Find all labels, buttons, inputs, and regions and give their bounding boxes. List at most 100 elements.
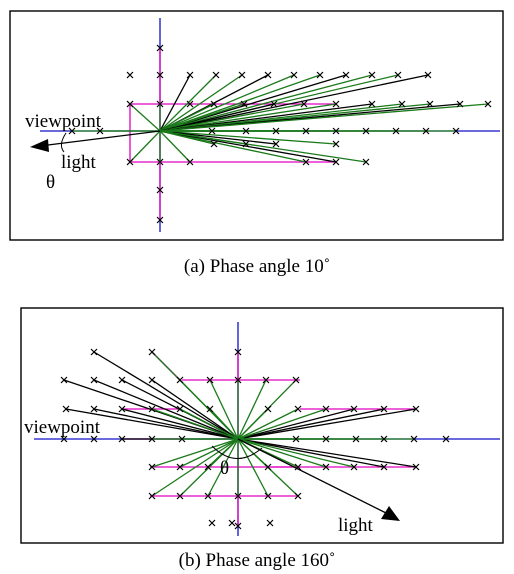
ray-b: [237, 408, 385, 440]
sample-marker-a: [270, 100, 278, 108]
sample-marker-a: [156, 216, 164, 224]
ray-a: [159, 74, 295, 132]
ray-a: [159, 130, 215, 145]
sample-marker-b: [204, 492, 212, 500]
ray-b: [237, 408, 417, 440]
ray-b: [151, 379, 239, 440]
panel-a-markers: [68, 44, 492, 224]
panel-a: viewpoint light θ: [9, 10, 504, 241]
sample-marker-a: [394, 71, 402, 79]
panel-b-markers: [60, 348, 450, 530]
sample-marker-a: [242, 127, 250, 135]
ray-b: [237, 438, 269, 497]
sample-marker-b: [90, 348, 98, 356]
sample-marker-b: [176, 376, 184, 384]
panel-b-frame: [20, 307, 504, 544]
sample-marker-a: [186, 100, 194, 108]
sample-marker-b: [178, 435, 186, 443]
sample-marker-b: [262, 376, 270, 384]
sample-marker-b: [266, 519, 274, 527]
sample-marker-a: [156, 71, 164, 79]
ray-b: [65, 408, 239, 440]
sample-marker-b: [90, 405, 98, 413]
sample-marker-a: [300, 100, 308, 108]
sample-marker-b: [442, 435, 450, 443]
sample-marker-b: [292, 435, 300, 443]
sample-marker-b: [206, 376, 214, 384]
ray-a: [159, 103, 245, 132]
sample-marker-a: [156, 44, 164, 52]
theta-label-a: θ: [46, 172, 55, 193]
sample-marker-a: [302, 158, 310, 166]
panel-b-annotations: viewpoint light θ: [24, 417, 400, 536]
sample-marker-b: [412, 463, 420, 471]
sample-marker-a: [156, 158, 164, 166]
ray-a: [159, 130, 247, 145]
sample-marker-a: [208, 127, 216, 135]
sample-marker-b: [350, 463, 358, 471]
sample-marker-a: [484, 100, 492, 108]
sample-marker-a: [452, 127, 460, 135]
viewpoint-arrow-a: [39, 130, 161, 147]
ray-a: [159, 130, 277, 145]
sample-marker-b: [380, 463, 388, 471]
ray-a: [159, 103, 275, 132]
ray-b: [151, 408, 239, 440]
sample-marker-b: [322, 463, 330, 471]
sample-marker-b: [90, 376, 98, 384]
sample-marker-b: [322, 435, 330, 443]
ray-a: [159, 103, 489, 132]
ray-b: [93, 379, 239, 440]
sample-marker-a: [422, 127, 430, 135]
ray-b: [237, 379, 267, 440]
ray-a: [159, 74, 429, 132]
ray-a: [159, 103, 337, 132]
panel-b-rays: [63, 351, 417, 497]
sample-marker-a: [316, 71, 324, 79]
sample-marker-b: [148, 376, 156, 384]
sample-marker-b: [292, 376, 300, 384]
sample-marker-b: [176, 492, 184, 500]
sample-marker-a: [126, 100, 134, 108]
ray-b: [237, 438, 327, 468]
ray-a: [159, 74, 191, 132]
light-arrowhead-b: [381, 506, 400, 521]
panel-a-frame: [9, 10, 504, 241]
sample-marker-b: [148, 435, 156, 443]
sample-marker-a: [456, 100, 464, 108]
ray-b: [151, 438, 239, 468]
ray-b: [207, 438, 239, 497]
sample-marker-a: [302, 127, 310, 135]
sample-marker-b: [118, 376, 126, 384]
sample-marker-b: [228, 519, 236, 527]
ray-b: [121, 408, 239, 440]
panel-b: viewpoint light θ: [20, 307, 504, 544]
sample-marker-b: [148, 463, 156, 471]
sample-marker-b: [176, 405, 184, 413]
sample-marker-a: [426, 100, 434, 108]
sample-marker-a: [362, 158, 370, 166]
sample-marker-a: [424, 71, 432, 79]
ray-b: [179, 438, 239, 468]
sample-marker-b: [264, 492, 272, 500]
sample-marker-b: [294, 405, 302, 413]
sample-marker-b: [380, 405, 388, 413]
panel-a-annotations: viewpoint light θ: [25, 111, 161, 193]
sample-marker-b: [234, 348, 242, 356]
sample-marker-b: [350, 405, 358, 413]
sample-marker-b: [148, 492, 156, 500]
theta-arc-a: [60, 132, 67, 153]
ray-b: [179, 408, 239, 440]
sample-marker-b: [148, 348, 156, 356]
sample-marker-b: [206, 405, 214, 413]
ray-b: [237, 438, 385, 468]
sample-marker-a: [264, 71, 272, 79]
sample-marker-a: [212, 71, 220, 79]
sample-marker-a: [186, 71, 194, 79]
ray-a: [159, 74, 373, 132]
sample-marker-a: [398, 100, 406, 108]
caption-a: (a) Phase angle 10˚: [184, 256, 330, 277]
ray-a: [159, 130, 307, 163]
sample-marker-b: [410, 435, 418, 443]
sample-marker-a: [272, 127, 280, 135]
